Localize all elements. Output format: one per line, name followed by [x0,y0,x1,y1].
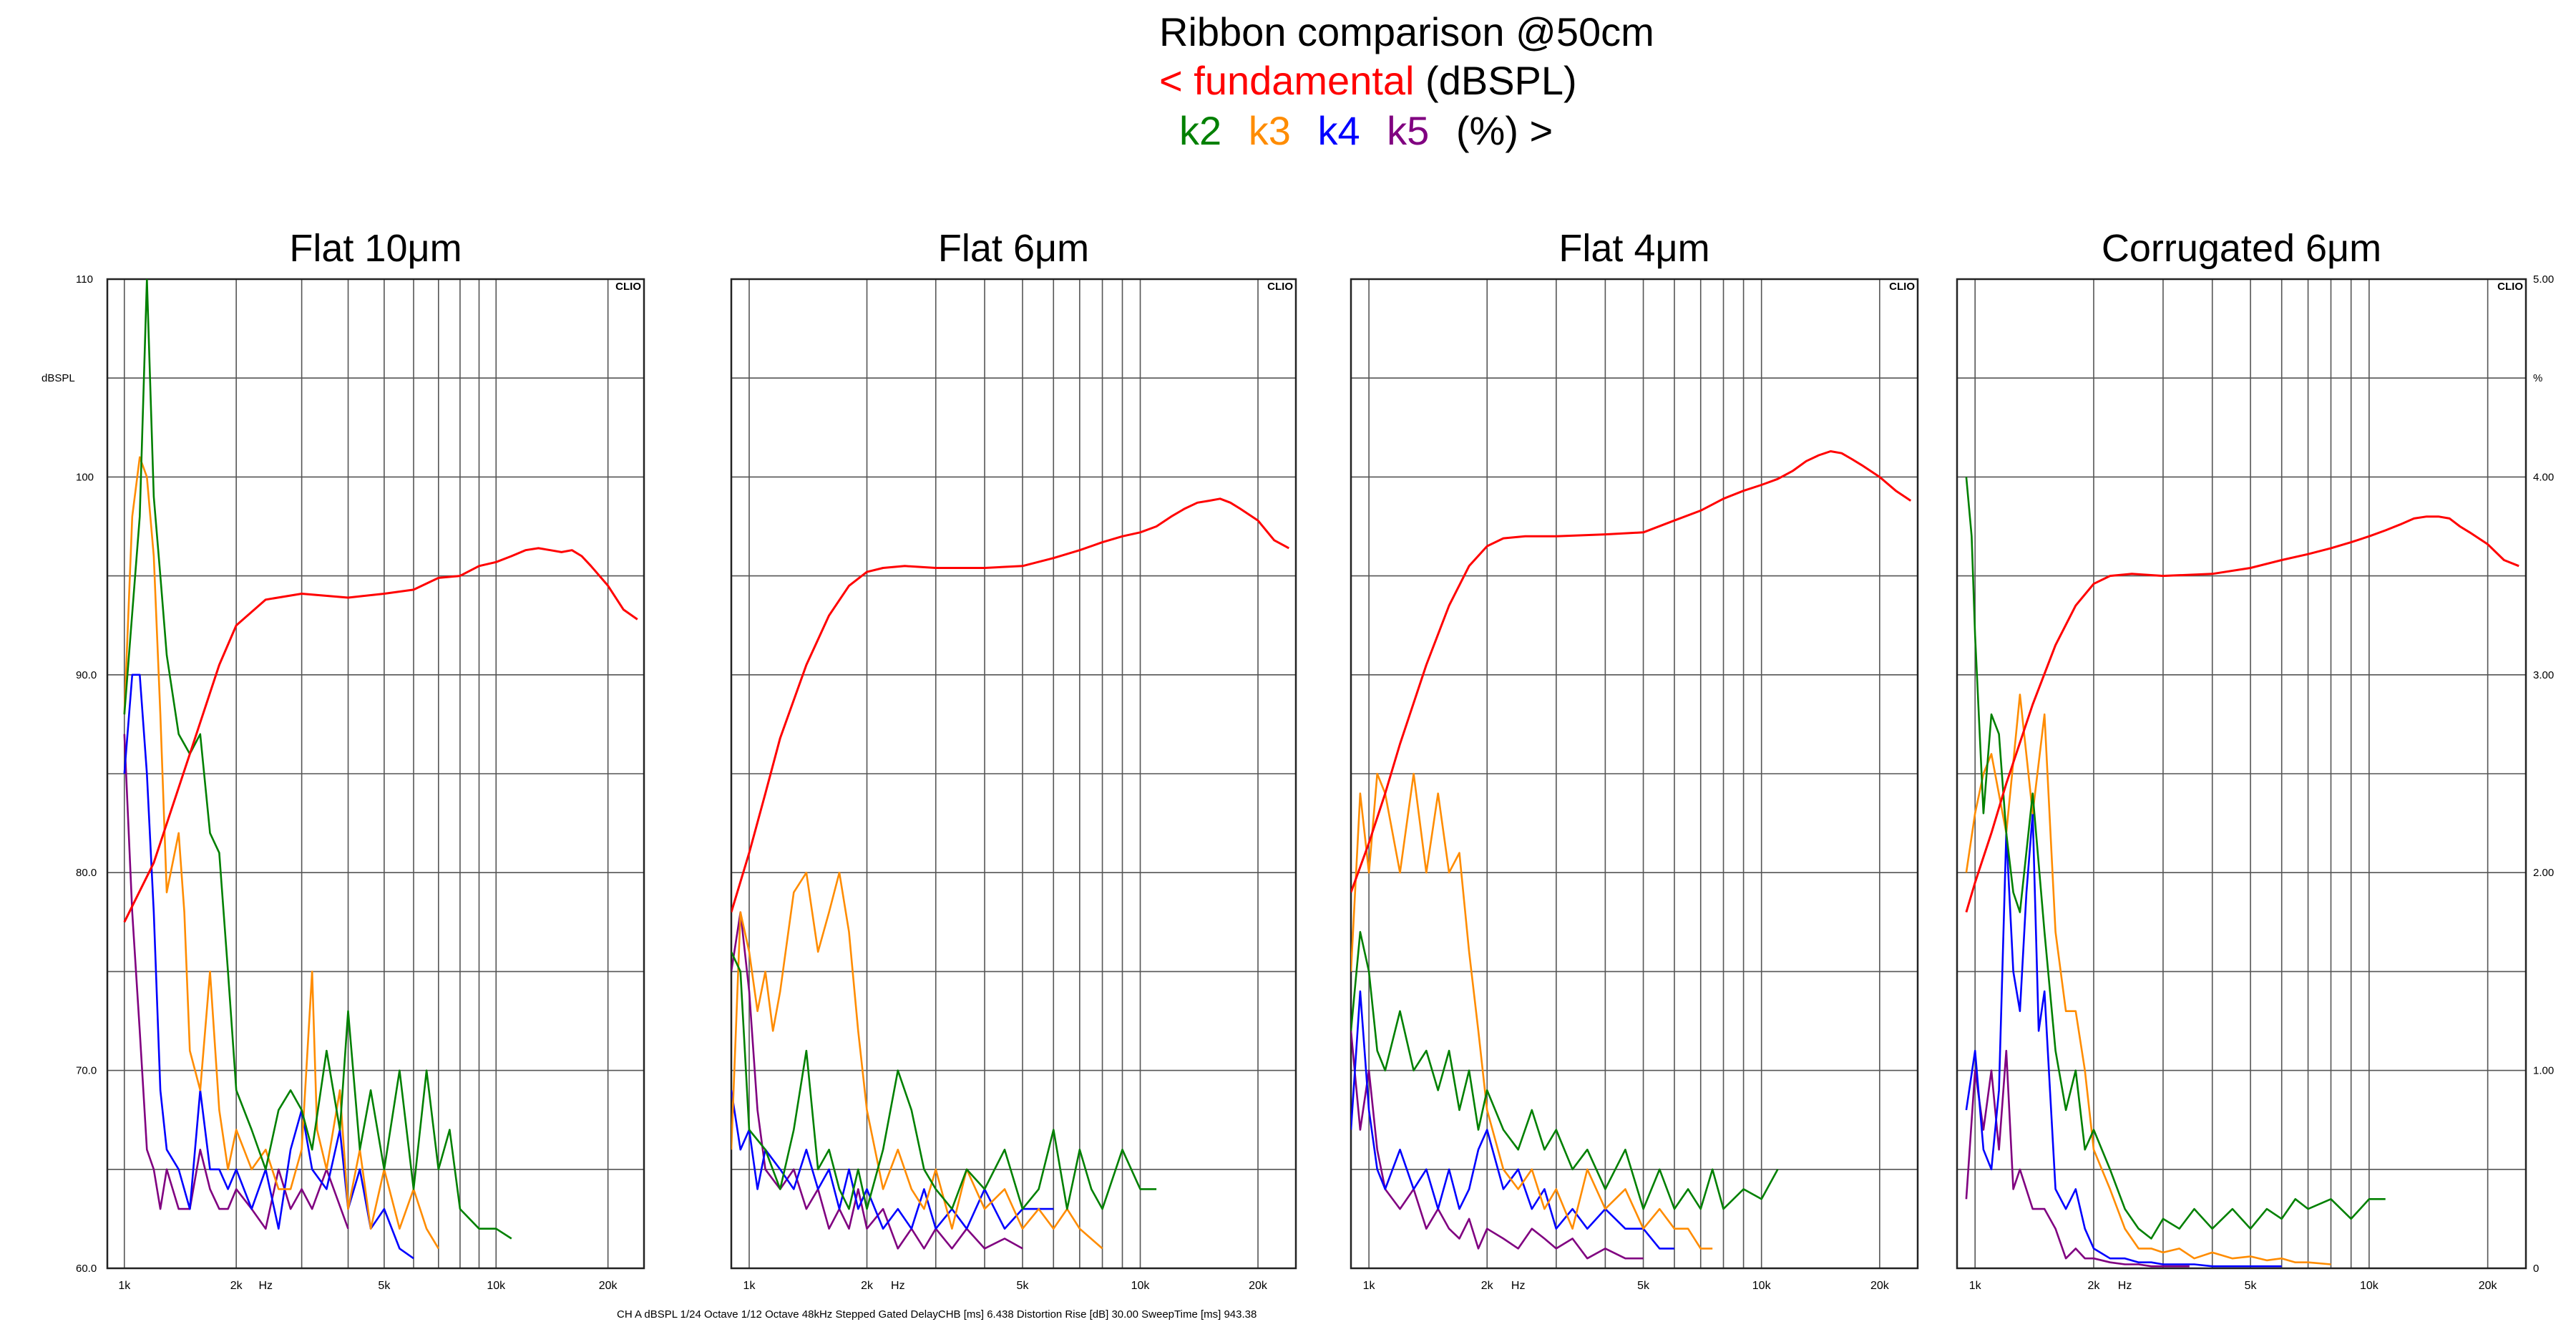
panel-title: Flat 6μm [938,227,1089,270]
plot-frame [106,278,645,1270]
series-fundamental-line [731,497,1290,913]
y-left-unit: dBSPL [42,372,75,384]
chart-panel: Flat 6μm CLIO 1k 2k Hz 5k 10k 20k [730,227,1297,1292]
x-tick-label: 5k [2245,1280,2258,1292]
y-left-tick-label: 60.0 [76,1263,97,1275]
series-k2-line [731,951,1157,1210]
title-block: Ribbon comparison @50cm < fundamental (d… [0,0,2576,186]
x-tick-label: 10k [1752,1280,1772,1292]
x-tick-label: 10k [487,1280,506,1292]
plot-frame [730,278,1297,1270]
y-left-tick-label: 90.0 [76,669,97,681]
series-k5-line [123,734,349,1230]
x-tick-label: 2k [1481,1280,1494,1292]
y-left-tick-label: 80.0 [76,867,97,879]
series-k5-line [1965,1049,2190,1268]
panel-title: Flat 4μm [1558,227,1709,270]
x-tick-label: 10k [2360,1280,2379,1292]
series-k3-line [1351,772,1713,1250]
series-fundamental-line [123,547,638,923]
panel-title: Corrugated 6μm [2102,227,2381,270]
plot-frame [1956,278,2527,1270]
x-tick-label: 2k [230,1280,243,1292]
x-tick-label: 2k [2088,1280,2101,1292]
y-right-tick-label: 0 [2533,1263,2539,1275]
clio-brand: CLIO [1889,281,1915,293]
series-k4-line [731,1090,1054,1230]
x-tick-label: 5k [378,1280,391,1292]
legend-k2: k2 [1179,108,1222,153]
x-tick-label: Hz [259,1280,273,1292]
y-left-tick-label: 70.0 [76,1065,97,1077]
x-tick-label: 20k [1249,1280,1268,1292]
series-k2-line [123,279,512,1240]
chart-panel: Corrugated 6μm CLIO 1k 2k Hz 5k 10k 20k 0 1.00 2.0… [1956,227,2554,1292]
y-right-tick-label: 1.00 [2533,1065,2554,1077]
x-tick-label: 1k [1969,1280,1982,1292]
series-k4-line [123,674,414,1260]
x-tick-label: 20k [1870,1280,1890,1292]
series-fundamental-line [1965,515,2519,913]
series-k3-line [123,456,439,1250]
chart-title: Ribbon comparison @50cm [1159,9,1654,54]
subtitle-fundamental: < fundamental (dBSPL) [1159,57,1577,104]
clio-brand: CLIO [2497,281,2523,293]
y-right-tick-label: 2.00 [2533,867,2554,879]
x-tick-label: Hz [2118,1280,2132,1292]
measurement-settings: CH A dBSPL 1/24 Octave 1/12 Octave 48kHz… [617,1308,1257,1321]
legend-fundamental: < fundamental [1159,58,1415,103]
chart-panel: Flat 10μm CLIO 1k 2k Hz 5k 10k 20k 60.0 70.0 80.0 9… [42,227,645,1292]
x-tick-label: Hz [1511,1280,1526,1292]
subtitle-harmonics: k2 k3 k4 k5 (%) > [1179,107,1553,154]
x-tick-label: 20k [599,1280,618,1292]
y-right-tick-label: 3.00 [2533,669,2554,681]
plot-frame [1350,278,1919,1270]
x-tick-label: 1k [118,1280,131,1292]
series-fundamental-line [1351,450,1912,893]
chart-panel: Flat 4μm CLIO 1k 2k Hz 5k 10k 20k [1350,227,1919,1292]
x-tick-label: 20k [2479,1280,2498,1292]
legend-k5: k5 [1387,108,1430,153]
series-k3-line [731,871,1103,1250]
y-right-unit: % [2533,372,2542,384]
y-left-tick-label: 110 [76,273,93,286]
series-k5-line [1351,1031,1644,1260]
x-tick-label: 1k [743,1280,756,1292]
panel-title: Flat 10μm [289,227,462,270]
x-tick-label: 10k [1131,1280,1151,1292]
series-k2-line [1351,930,1779,1210]
y-right-tick-label: 5.00 [2533,273,2554,286]
clio-brand: CLIO [615,281,641,293]
y-right-tick-label: 4.00 [2533,471,2554,483]
series-k4-line [1351,990,1674,1250]
x-tick-label: 2k [861,1280,874,1292]
x-tick-label: 5k [1017,1280,1030,1292]
x-tick-label: 1k [1363,1280,1376,1292]
y-left-tick-label: 100 [76,471,94,483]
series-k2-line [1965,477,2386,1240]
clio-brand: CLIO [1267,281,1293,293]
x-tick-label: Hz [891,1280,905,1292]
legend-k4: k4 [1317,108,1360,153]
legend-harmonics-unit: (%) > [1455,108,1553,153]
series-k4-line [1965,812,2282,1268]
legend-k3: k3 [1248,108,1291,153]
x-tick-label: 5k [1637,1280,1650,1292]
legend-fundamental-unit: (dBSPL) [1425,58,1577,103]
